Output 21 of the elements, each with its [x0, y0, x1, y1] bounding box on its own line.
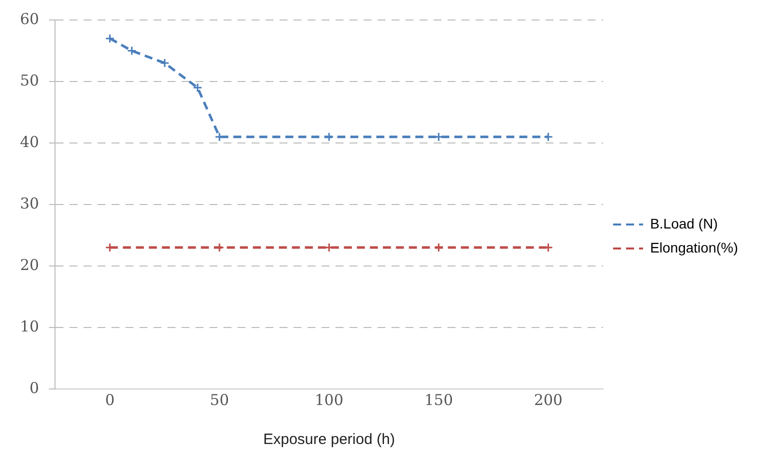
y-tick-label: 50 — [20, 71, 40, 90]
y-tick-label: 30 — [20, 194, 40, 212]
x-tick-label: 200 — [534, 390, 563, 409]
legend-label: Elongation(%) — [650, 239, 738, 256]
point — [105, 34, 115, 44]
point — [192, 82, 202, 92]
y-tick-label: 60 — [20, 10, 40, 28]
point — [434, 242, 444, 252]
y-tick-label: 10 — [20, 317, 40, 336]
y-tick-label: 40 — [20, 132, 40, 151]
x-tick-label: 100 — [314, 390, 344, 409]
x-axis-title: Exposure period (h) — [263, 431, 395, 448]
y-tick-label: 0 — [30, 378, 40, 397]
point — [127, 46, 137, 56]
x-tick-label: 150 — [424, 390, 453, 409]
legend-label: B.Load (N) — [650, 215, 718, 232]
point — [160, 58, 170, 68]
point — [544, 132, 554, 142]
x-tick-label: 50 — [210, 390, 230, 409]
y-tick-label: 20 — [20, 256, 40, 274]
x-tick-label: 0 — [105, 390, 115, 409]
